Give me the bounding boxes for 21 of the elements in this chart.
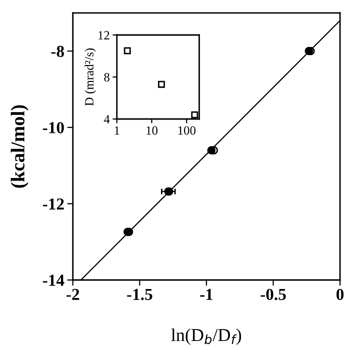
x-tick-label: 0 [336,288,344,300]
y-axis-title: (kcal/mol) [10,105,28,188]
x-tick-label: 10 [146,126,158,135]
x-tick-label: -1.5 [127,288,152,300]
y-tick-label: 4 [104,115,110,124]
point [124,47,131,54]
y-tick-label: -10 [42,122,64,134]
x-tick-label: -2 [66,288,80,300]
x-tick-label: -1 [200,288,213,300]
y-axis-title: D (mrad²/s) [84,48,96,106]
x-axis-title: ln(D$_{b}$/D$_{f}$) [171,328,242,345]
y-tick-label: -8 [51,46,64,58]
point [191,111,198,118]
y-tick-label: 12 [98,31,110,40]
y-tick-label: -12 [42,198,64,210]
x-tick-label: 100 [178,126,196,135]
y-tick-label: -14 [42,274,64,286]
x-tick-label: 1 [114,126,120,135]
y-tick-label: 8 [104,73,110,82]
x-tick-label: -0.5 [260,288,286,300]
point [158,80,165,88]
